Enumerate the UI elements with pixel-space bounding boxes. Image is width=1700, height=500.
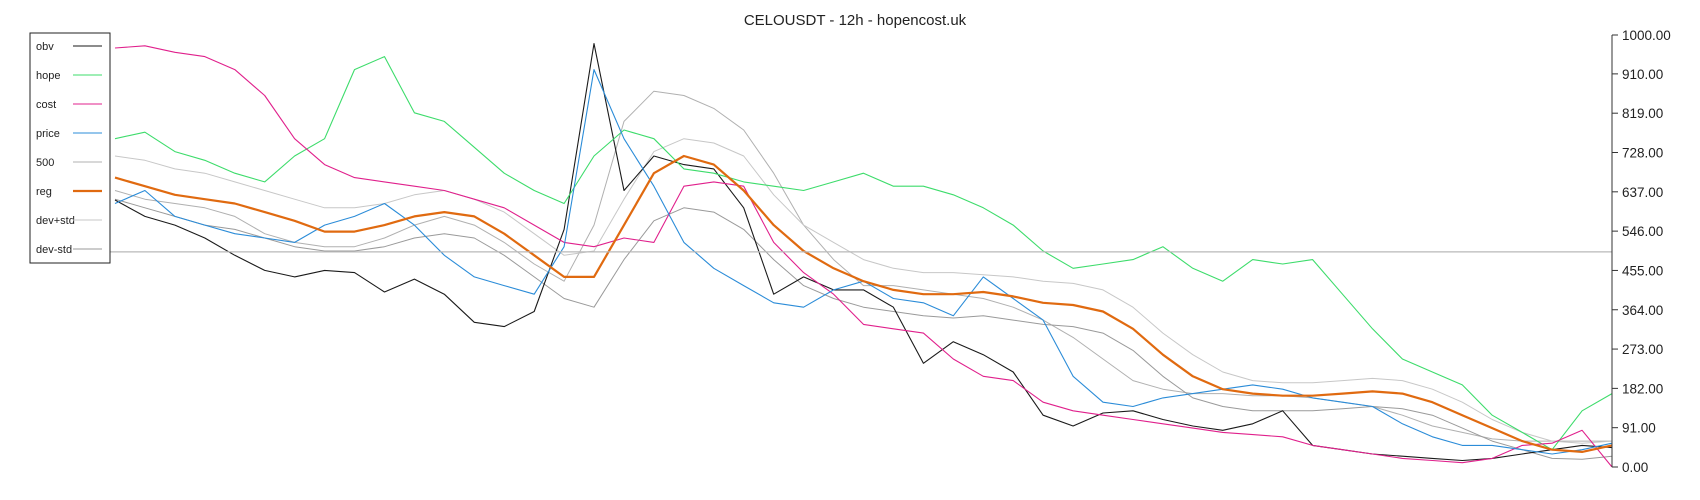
legend-label-obv: obv [36,41,54,53]
y-tick-label: 910.00 [1622,67,1663,82]
y-tick-label: 0.00 [1622,460,1648,475]
y-tick-label: 455.00 [1622,263,1663,278]
legend-label-hope: hope [36,70,60,82]
series-line-500 [114,90,1612,442]
y-tick-label: 819.00 [1622,106,1663,121]
chart-title: CELOUSDT - 12h - hopencost.uk [744,12,967,29]
series-line-hope [114,56,1613,451]
legend-label-dev-std: dev+std [36,215,75,227]
y-tick-label: 91.00 [1622,421,1656,436]
series-line-price [114,69,1613,455]
y-tick-label: 1000.00 [1622,28,1671,43]
legend-label-dev-std: dev-std [36,244,72,256]
legend-box [29,32,111,264]
y-axis: 0.00 91.00 182.00 273.00 364.00 455.00 546.00 6… [1611,28,1671,475]
series-line-dev-std [114,138,1613,444]
y-tick-label: 182.00 [1622,381,1663,396]
y-tick-label: 273.00 [1622,342,1663,357]
legend-label-cost: cost [36,99,56,111]
legend-label-price: price [36,128,60,140]
legend-label-reg: reg [36,186,52,198]
plot-lines [114,43,1613,468]
y-tick-label: 364.00 [1622,303,1663,318]
series-line-reg [114,154,1613,453]
legend-label-500: 500 [36,157,54,169]
y-tick-label: 728.00 [1622,146,1663,161]
series-line-cost [114,45,1613,468]
y-tick-label: 546.00 [1622,224,1663,239]
y-tick-label: 637.00 [1622,185,1663,200]
series-line-dev-std [114,198,1613,460]
legend: obv hope cost price 500 reg dev+std dev-std [29,32,111,264]
